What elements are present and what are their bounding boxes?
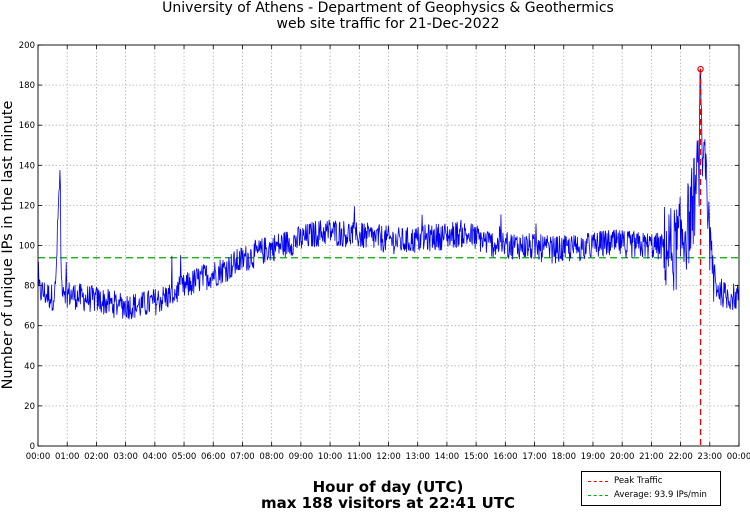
tick-labels: 00:00 01:00 02:00 03:00 04:00 05:00 06:00 07:00… xyxy=(19,41,750,462)
x-tick-label: 16:00 xyxy=(493,452,518,462)
x-tick-label: 10:00 xyxy=(318,452,343,462)
y-axis-label: Number of unique IPs in the last minute xyxy=(0,101,16,390)
x-tick-label: 08:00 xyxy=(259,452,284,462)
legend-entry-average: Average: 93.9 IPs/min xyxy=(588,489,707,501)
y-tick-label: 140 xyxy=(19,161,35,171)
x-tick-label: 02:00 xyxy=(84,452,109,462)
x-tick-label: 07:00 xyxy=(230,452,255,462)
peak-marker xyxy=(697,65,704,73)
x-tick-label: 17:00 xyxy=(522,452,547,462)
y-tick-label: 120 xyxy=(19,201,35,211)
traffic-series-line xyxy=(37,68,740,320)
x-tick-label: 09:00 xyxy=(289,452,314,462)
x-tick-label: 04:00 xyxy=(143,452,168,462)
y-tick-label: 160 xyxy=(19,121,35,131)
legend-average-label: Average: 93.9 IPs/min xyxy=(614,490,707,500)
legend-peak-label: Peak Traffic xyxy=(614,476,663,486)
y-tick-label: 80 xyxy=(24,282,35,292)
x-tick-label: 19:00 xyxy=(581,452,606,462)
plot-frame xyxy=(37,44,740,447)
x-tick-label: 21:00 xyxy=(639,452,664,462)
x-tick-label: 18:00 xyxy=(552,452,577,462)
y-tick-label: 180 xyxy=(19,81,35,91)
x-tick-label: 20:00 xyxy=(610,452,635,462)
x-tick-label: 22:00 xyxy=(668,452,693,462)
y-tick-label: 0 xyxy=(30,442,35,452)
max-visitors-info: max 188 visitors at 22:41 UTC xyxy=(260,494,516,512)
chart-subtitle: web site traffic for 21-Dec-2022 xyxy=(276,16,500,32)
x-tick-label: 06:00 xyxy=(201,452,226,462)
x-tick-label: 14:00 xyxy=(435,452,460,462)
x-tick-label: 15:00 xyxy=(464,452,489,462)
x-tick-label: 23:00 xyxy=(698,452,723,462)
x-tick-label: 12:00 xyxy=(376,452,401,462)
x-tick-label: 05:00 xyxy=(172,452,197,462)
y-tick-label: 60 xyxy=(24,322,35,332)
legend-entry-peak: Peak Traffic xyxy=(588,475,662,487)
x-tick-label: 00:00 xyxy=(727,452,750,462)
y-tick-label: 100 xyxy=(19,242,35,252)
y-tick-label: 200 xyxy=(19,41,35,51)
y-tick-label: 20 xyxy=(24,402,35,412)
series-layer xyxy=(37,68,740,320)
x-tick-label: 13:00 xyxy=(405,452,430,462)
peak-layer xyxy=(697,65,704,446)
x-tick-label: 01:00 xyxy=(55,452,80,462)
x-tick-label: 11:00 xyxy=(347,452,372,462)
axes xyxy=(37,44,740,447)
legend-average-swatch xyxy=(588,494,608,496)
x-tick-label: 03:00 xyxy=(113,452,138,462)
legend-peak-swatch xyxy=(588,480,608,482)
x-tick-label: 00:00 xyxy=(26,452,51,462)
grid xyxy=(38,45,739,446)
x-axis-label: Hour of day (UTC) xyxy=(312,478,464,496)
y-tick-label: 40 xyxy=(24,362,35,372)
legend: Peak Traffic Average: 93.9 IPs/min xyxy=(581,471,721,506)
chart-title: University of Athens - Department of Geo… xyxy=(162,0,614,16)
